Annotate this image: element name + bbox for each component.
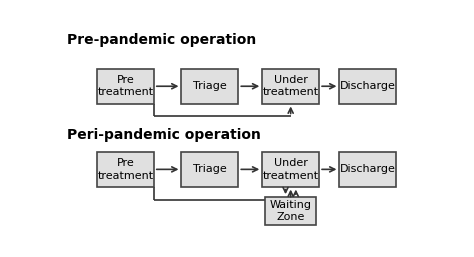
FancyBboxPatch shape bbox=[339, 152, 396, 187]
Text: Peri-pandemic operation: Peri-pandemic operation bbox=[66, 128, 261, 142]
Text: Triage: Triage bbox=[193, 164, 227, 174]
Text: Under
treatment: Under treatment bbox=[263, 75, 319, 97]
FancyBboxPatch shape bbox=[339, 69, 396, 104]
FancyBboxPatch shape bbox=[97, 152, 154, 187]
FancyBboxPatch shape bbox=[262, 69, 319, 104]
FancyBboxPatch shape bbox=[262, 152, 319, 187]
Text: Discharge: Discharge bbox=[340, 164, 396, 174]
FancyBboxPatch shape bbox=[265, 197, 317, 225]
FancyBboxPatch shape bbox=[97, 69, 154, 104]
Text: Triage: Triage bbox=[193, 81, 227, 91]
FancyBboxPatch shape bbox=[182, 152, 238, 187]
Text: Under
treatment: Under treatment bbox=[263, 158, 319, 181]
Text: Waiting
Zone: Waiting Zone bbox=[270, 200, 312, 222]
Text: Pre-pandemic operation: Pre-pandemic operation bbox=[66, 33, 256, 47]
FancyBboxPatch shape bbox=[182, 69, 238, 104]
Text: Pre
treatment: Pre treatment bbox=[97, 75, 154, 97]
Text: Pre
treatment: Pre treatment bbox=[97, 158, 154, 181]
Text: Discharge: Discharge bbox=[340, 81, 396, 91]
